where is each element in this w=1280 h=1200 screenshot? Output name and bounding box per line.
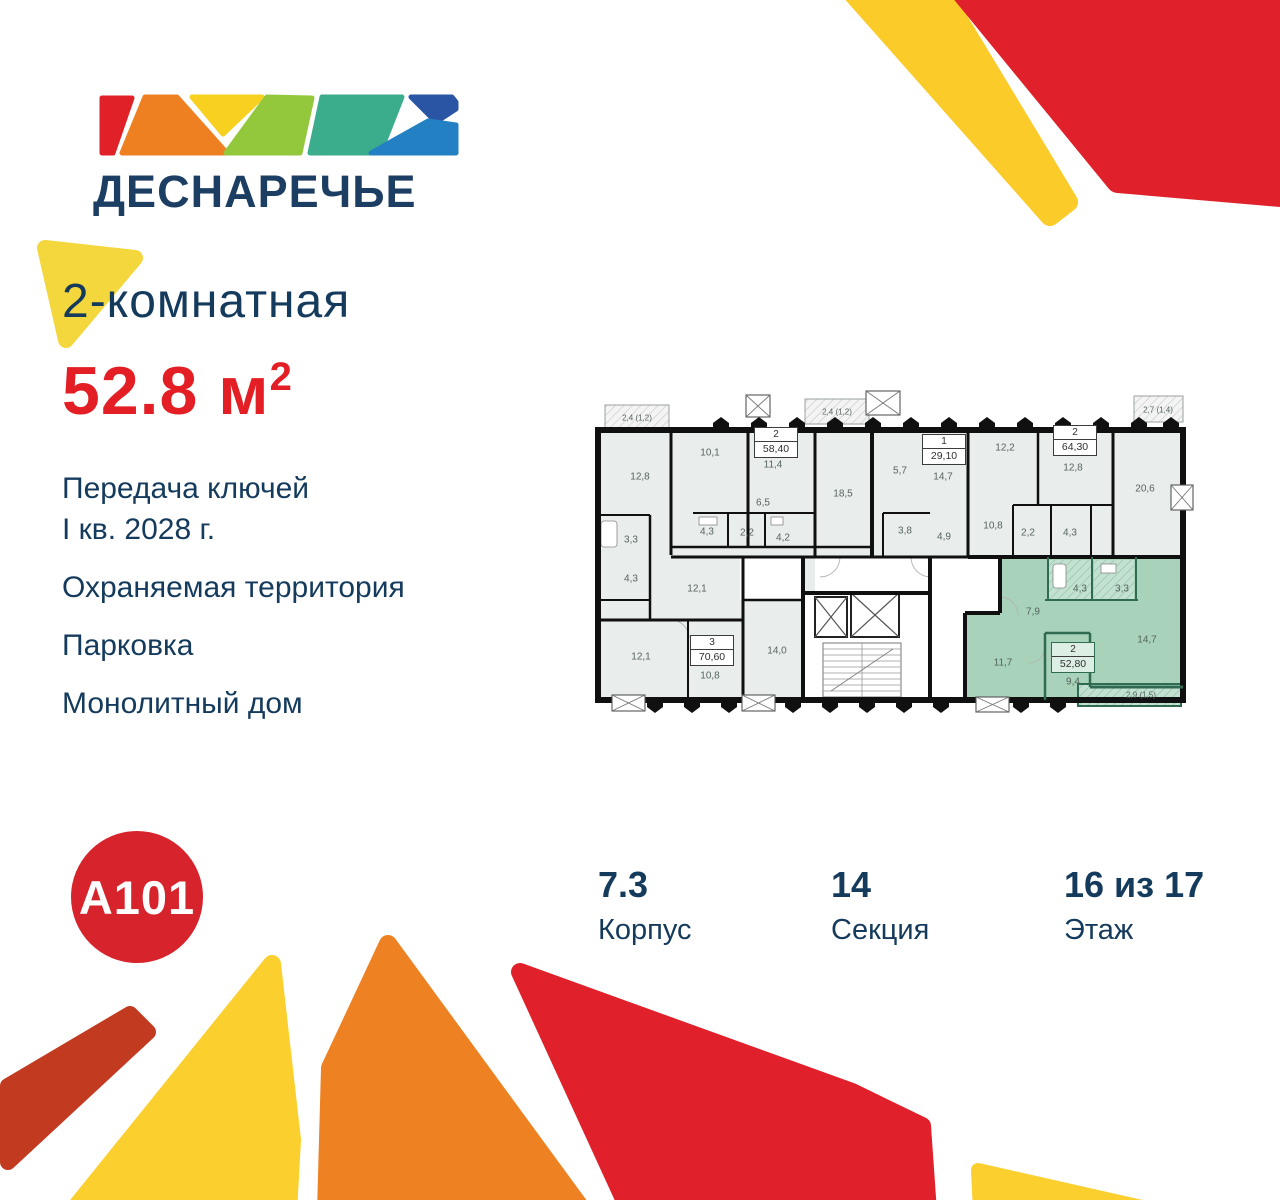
room-area-label: 10,8 <box>700 670 720 682</box>
room-area-label: 11,4 <box>763 459 783 471</box>
room-area-label: 2,2 <box>1021 527 1035 539</box>
room-area-label: 2,4 (1,2) <box>622 413 652 423</box>
logo-piece-dark-blue <box>408 94 459 125</box>
room-area-label: 18,5 <box>833 488 853 500</box>
room-area-label: 2,9 (1,5) <box>1126 690 1156 700</box>
room-area-label: 12,2 <box>995 442 1015 454</box>
detail-building: 7.3 Корпус <box>598 864 831 947</box>
stairs <box>822 642 902 698</box>
logo-piece-yellow <box>189 94 265 137</box>
details-row: 7.3 Корпус 14 Секция 16 из 17 Этаж <box>598 864 1218 947</box>
room-area-label: 12,1 <box>687 583 707 595</box>
area-unit-text: м <box>218 353 270 429</box>
room-area-label: 7,9 <box>1026 606 1040 618</box>
feature-monolith: Монолитный дом <box>62 687 303 720</box>
building-value: 7.3 <box>598 864 649 905</box>
logo-piece-red <box>99 95 135 156</box>
logo-piece-blue <box>368 118 459 156</box>
room-area-label: 12,8 <box>1063 462 1083 474</box>
floor-plan-drawing <box>595 390 1194 713</box>
room-area-label: 10,1 <box>700 447 720 459</box>
developer-logo-text: A101 <box>78 870 196 924</box>
decor-yellow-wedge-top <box>845 0 1078 226</box>
section-label: Секция <box>831 914 930 946</box>
room-area-label: 2,2 <box>740 527 754 539</box>
area-value: 52.8 <box>62 353 199 429</box>
room-area-label: 3,8 <box>898 525 912 537</box>
detail-floor: 16 из 17 Этаж <box>1064 864 1214 947</box>
detail-section: 14 Секция <box>831 864 1064 947</box>
decor-yellow-triangle-title <box>37 240 143 348</box>
decor-small-yellow-bottom-right <box>971 1163 1143 1200</box>
room-area-label: 20,6 <box>1135 483 1155 495</box>
room-area-label: 4,2 <box>776 532 790 544</box>
developer-logo: A101 <box>71 831 203 963</box>
feature-keys-line2: I кв. 2028 г. <box>62 513 216 546</box>
section-value: 14 <box>831 864 872 905</box>
feature-parking: Парковка <box>62 629 194 662</box>
rooms-title: 2-комнатная <box>62 275 351 328</box>
room-area-label: 4,3 <box>700 526 714 538</box>
room-area-label: 9,4 <box>1066 676 1080 688</box>
area-power: 2 <box>269 355 293 399</box>
brand-logo-mosaic <box>99 94 459 156</box>
room-area-label: 3,3 <box>624 534 638 546</box>
brand-name: ДЕСНАРЕЧЬЕ <box>93 166 417 217</box>
room-area-label: 12,8 <box>630 471 650 483</box>
room-area-label: 14,7 <box>933 471 953 483</box>
apartment-label-box: 2 58,40 <box>754 427 798 458</box>
building-label: Корпус <box>598 914 692 946</box>
decor-red-top-right <box>954 0 1280 208</box>
room-area-label: 11,7 <box>993 657 1013 669</box>
room-area-label: 12,1 <box>631 651 651 663</box>
room-area-label: 3,3 <box>1115 583 1129 595</box>
floor-plan: 2,4 (1,2) 12,8 3,3 4,3 12,1 12,1 10,8 14,0 10,1 1… <box>593 385 1194 721</box>
decor-orange-shape-bottom <box>317 935 587 1200</box>
decor-red-shape-bottom <box>511 963 937 1200</box>
room-area-label: 5,7 <box>893 465 907 477</box>
apartment-label-box: 2 64,30 <box>1053 425 1097 456</box>
decor-dark-red-sliver <box>0 1006 156 1170</box>
feature-guarded-territory: Охраняемая территория <box>62 571 405 604</box>
elevator-shafts <box>814 592 900 638</box>
room-area-label: 4,9 <box>937 531 951 543</box>
area-unit <box>198 353 218 429</box>
logo-piece-lime <box>223 94 315 156</box>
room-area-label: 14,7 <box>1137 634 1157 646</box>
decor-yellow-triangle-bottom <box>70 955 301 1200</box>
apartment-label-box: 3 70,60 <box>690 635 734 666</box>
feature-list: Передача ключей I кв. 2028 г. Охраняемая… <box>62 468 532 741</box>
highlighted-apartment-box: 2 52,80 <box>1051 642 1095 673</box>
room-area-label: 4,3 <box>624 573 638 585</box>
floor-label: Этаж <box>1064 914 1134 946</box>
room-area-label: 6,5 <box>756 497 770 509</box>
room-area-label: 2,7 (1,4) <box>1143 405 1173 415</box>
room-area-label: 2,4 (1,2) <box>822 407 852 417</box>
room-area-label: 4,3 <box>1073 583 1087 595</box>
room-area-label: 10,8 <box>983 520 1003 532</box>
area-headline: 52.8 м2 <box>62 352 293 430</box>
room-area-label: 14,0 <box>767 645 787 657</box>
floor-value: 16 из 17 <box>1064 864 1205 905</box>
feature-keys-line1: Передача ключей <box>62 472 310 505</box>
apartment-label-box: 1 29,10 <box>922 434 966 465</box>
room-area-label: 4,3 <box>1063 527 1077 539</box>
